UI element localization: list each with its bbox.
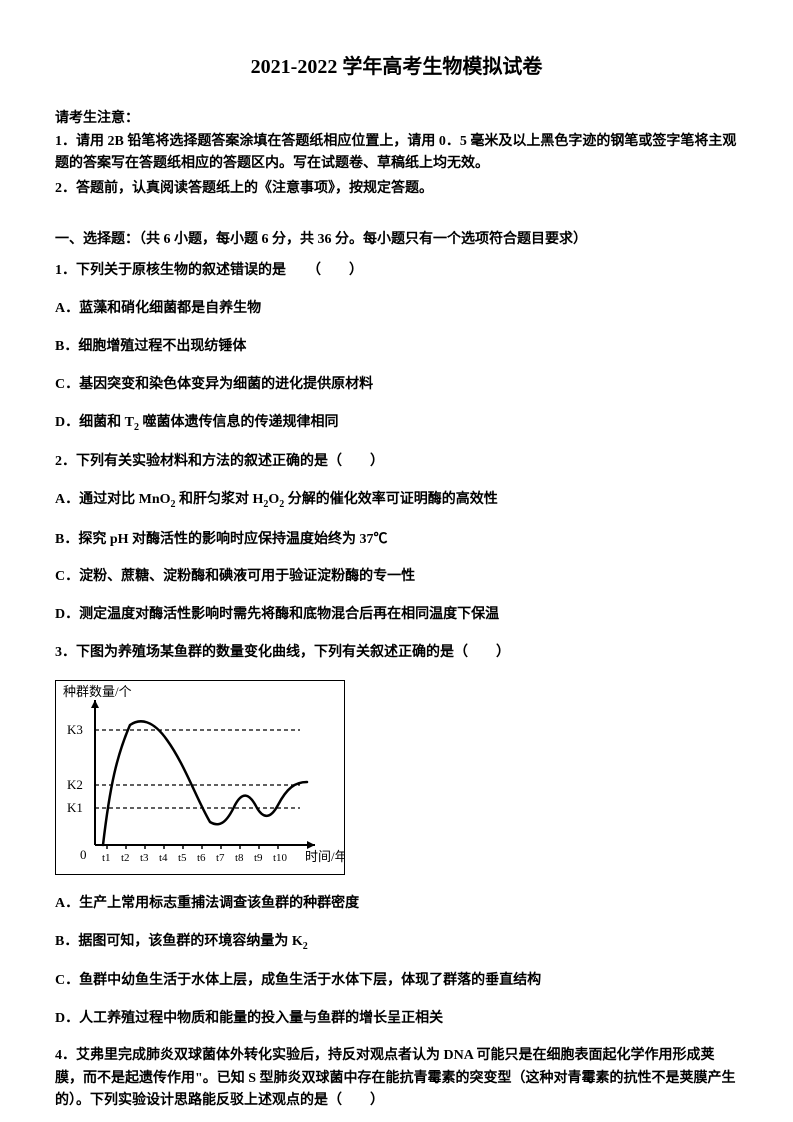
q2-option-b: B．探究 pH 对酶活性的影响时应保持温度始终为 37℃	[55, 529, 738, 551]
svg-text:t5: t5	[178, 852, 187, 864]
question-1: 1．下列关于原核生物的叙述错误的是 （ ）	[55, 260, 738, 282]
question-2: 2．下列有关实验材料和方法的叙述正确的是（ ）	[55, 451, 738, 473]
svg-text:K2: K2	[67, 777, 83, 792]
question-4: 4．艾弗里完成肺炎双球菌体外转化实验后，持反对观点者认为 DNA 可能只是在细胞…	[55, 1045, 738, 1112]
q2-a-mid2: O	[268, 492, 279, 507]
svg-text:K1: K1	[67, 800, 83, 815]
notice-item-2: 2．答题前，认真阅读答题纸上的《注意事项》，按规定答题。	[55, 178, 738, 200]
svg-text:t3: t3	[140, 852, 149, 864]
page-title: 2021-2022 学年高考生物模拟试卷	[55, 50, 738, 79]
section-header: 一、选择题：（共 6 小题，每小题 6 分，共 36 分。每小题只有一个选项符合…	[55, 228, 738, 248]
q2-a-prefix: A．通过对比 MnO	[55, 492, 171, 507]
q1-option-c: C．基因突变和染色体变异为细菌的进化提供原材料	[55, 374, 738, 396]
q3-option-c: C．鱼群中幼鱼生活于水体上层，成鱼生活于水体下层，体现了群落的垂直结构	[55, 970, 738, 992]
q3-option-b: B．据图可知，该鱼群的环境容纳量为 K2	[55, 931, 738, 954]
q1-option-d: D．细菌和 T2 噬菌体遗传信息的传递规律相同	[55, 412, 738, 435]
q3-option-d: D．人工养殖过程中物质和能量的投入量与鱼群的增长呈正相关	[55, 1008, 738, 1030]
q1-option-b: B．细胞增殖过程不出现纺锤体	[55, 336, 738, 358]
svg-text:0: 0	[80, 847, 87, 862]
svg-text:K3: K3	[67, 722, 83, 737]
q1-d-suffix: 噬菌体遗传信息的传递规律相同	[139, 415, 339, 430]
q1-option-a: A．蓝藻和硝化细菌都是自养生物	[55, 298, 738, 320]
notice-header: 请考生注意：	[55, 107, 738, 127]
svg-text:t8: t8	[235, 852, 244, 864]
svg-text:t6: t6	[197, 852, 206, 864]
question-3: 3．下图为养殖场某鱼群的数量变化曲线，下列有关叙述正确的是（ ）	[55, 642, 738, 664]
q3-option-a: A．生产上常用标志重捕法调查该鱼群的种群密度	[55, 893, 738, 915]
svg-text:t7: t7	[216, 852, 225, 864]
q1-d-prefix: D．细菌和 T	[55, 415, 134, 430]
q3-b-sub: 2	[303, 940, 308, 951]
svg-text:t10: t10	[273, 852, 288, 864]
q2-a-mid: 和肝匀浆对 H	[176, 492, 264, 507]
q2-a-suffix: 分解的催化效率可证明酶的高效性	[284, 492, 498, 507]
q2-option-c: C．淀粉、蔗糖、淀粉酶和碘液可用于验证淀粉酶的专一性	[55, 566, 738, 588]
svg-text:t2: t2	[121, 852, 130, 864]
svg-text:t4: t4	[159, 852, 168, 864]
q3-b-prefix: B．据图可知，该鱼群的环境容纳量为 K	[55, 934, 303, 949]
q2-option-a: A．通过对比 MnO2 和肝匀浆对 H2O2 分解的催化效率可证明酶的高效性	[55, 489, 738, 512]
population-chart: 种群数量/个 K3 K2 K1 0 t1 t2 t3 t4 t5 t6 t7 t8 t9 t10 时间/年	[55, 680, 738, 875]
svg-text:种群数量/个: 种群数量/个	[63, 684, 132, 699]
svg-text:t1: t1	[102, 852, 111, 864]
q2-option-d: D．测定温度对酶活性影响时需先将酶和底物混合后再在相同温度下保温	[55, 604, 738, 626]
notice-item-1: 1．请用 2B 铅笔将选择题答案涂填在答题纸相应位置上，请用 0．5 毫米及以上…	[55, 131, 738, 174]
chart-svg: 种群数量/个 K3 K2 K1 0 t1 t2 t3 t4 t5 t6 t7 t8 t9 t10 时间/年	[55, 680, 345, 875]
svg-text:t9: t9	[254, 852, 263, 864]
svg-text:时间/年: 时间/年	[305, 849, 345, 864]
